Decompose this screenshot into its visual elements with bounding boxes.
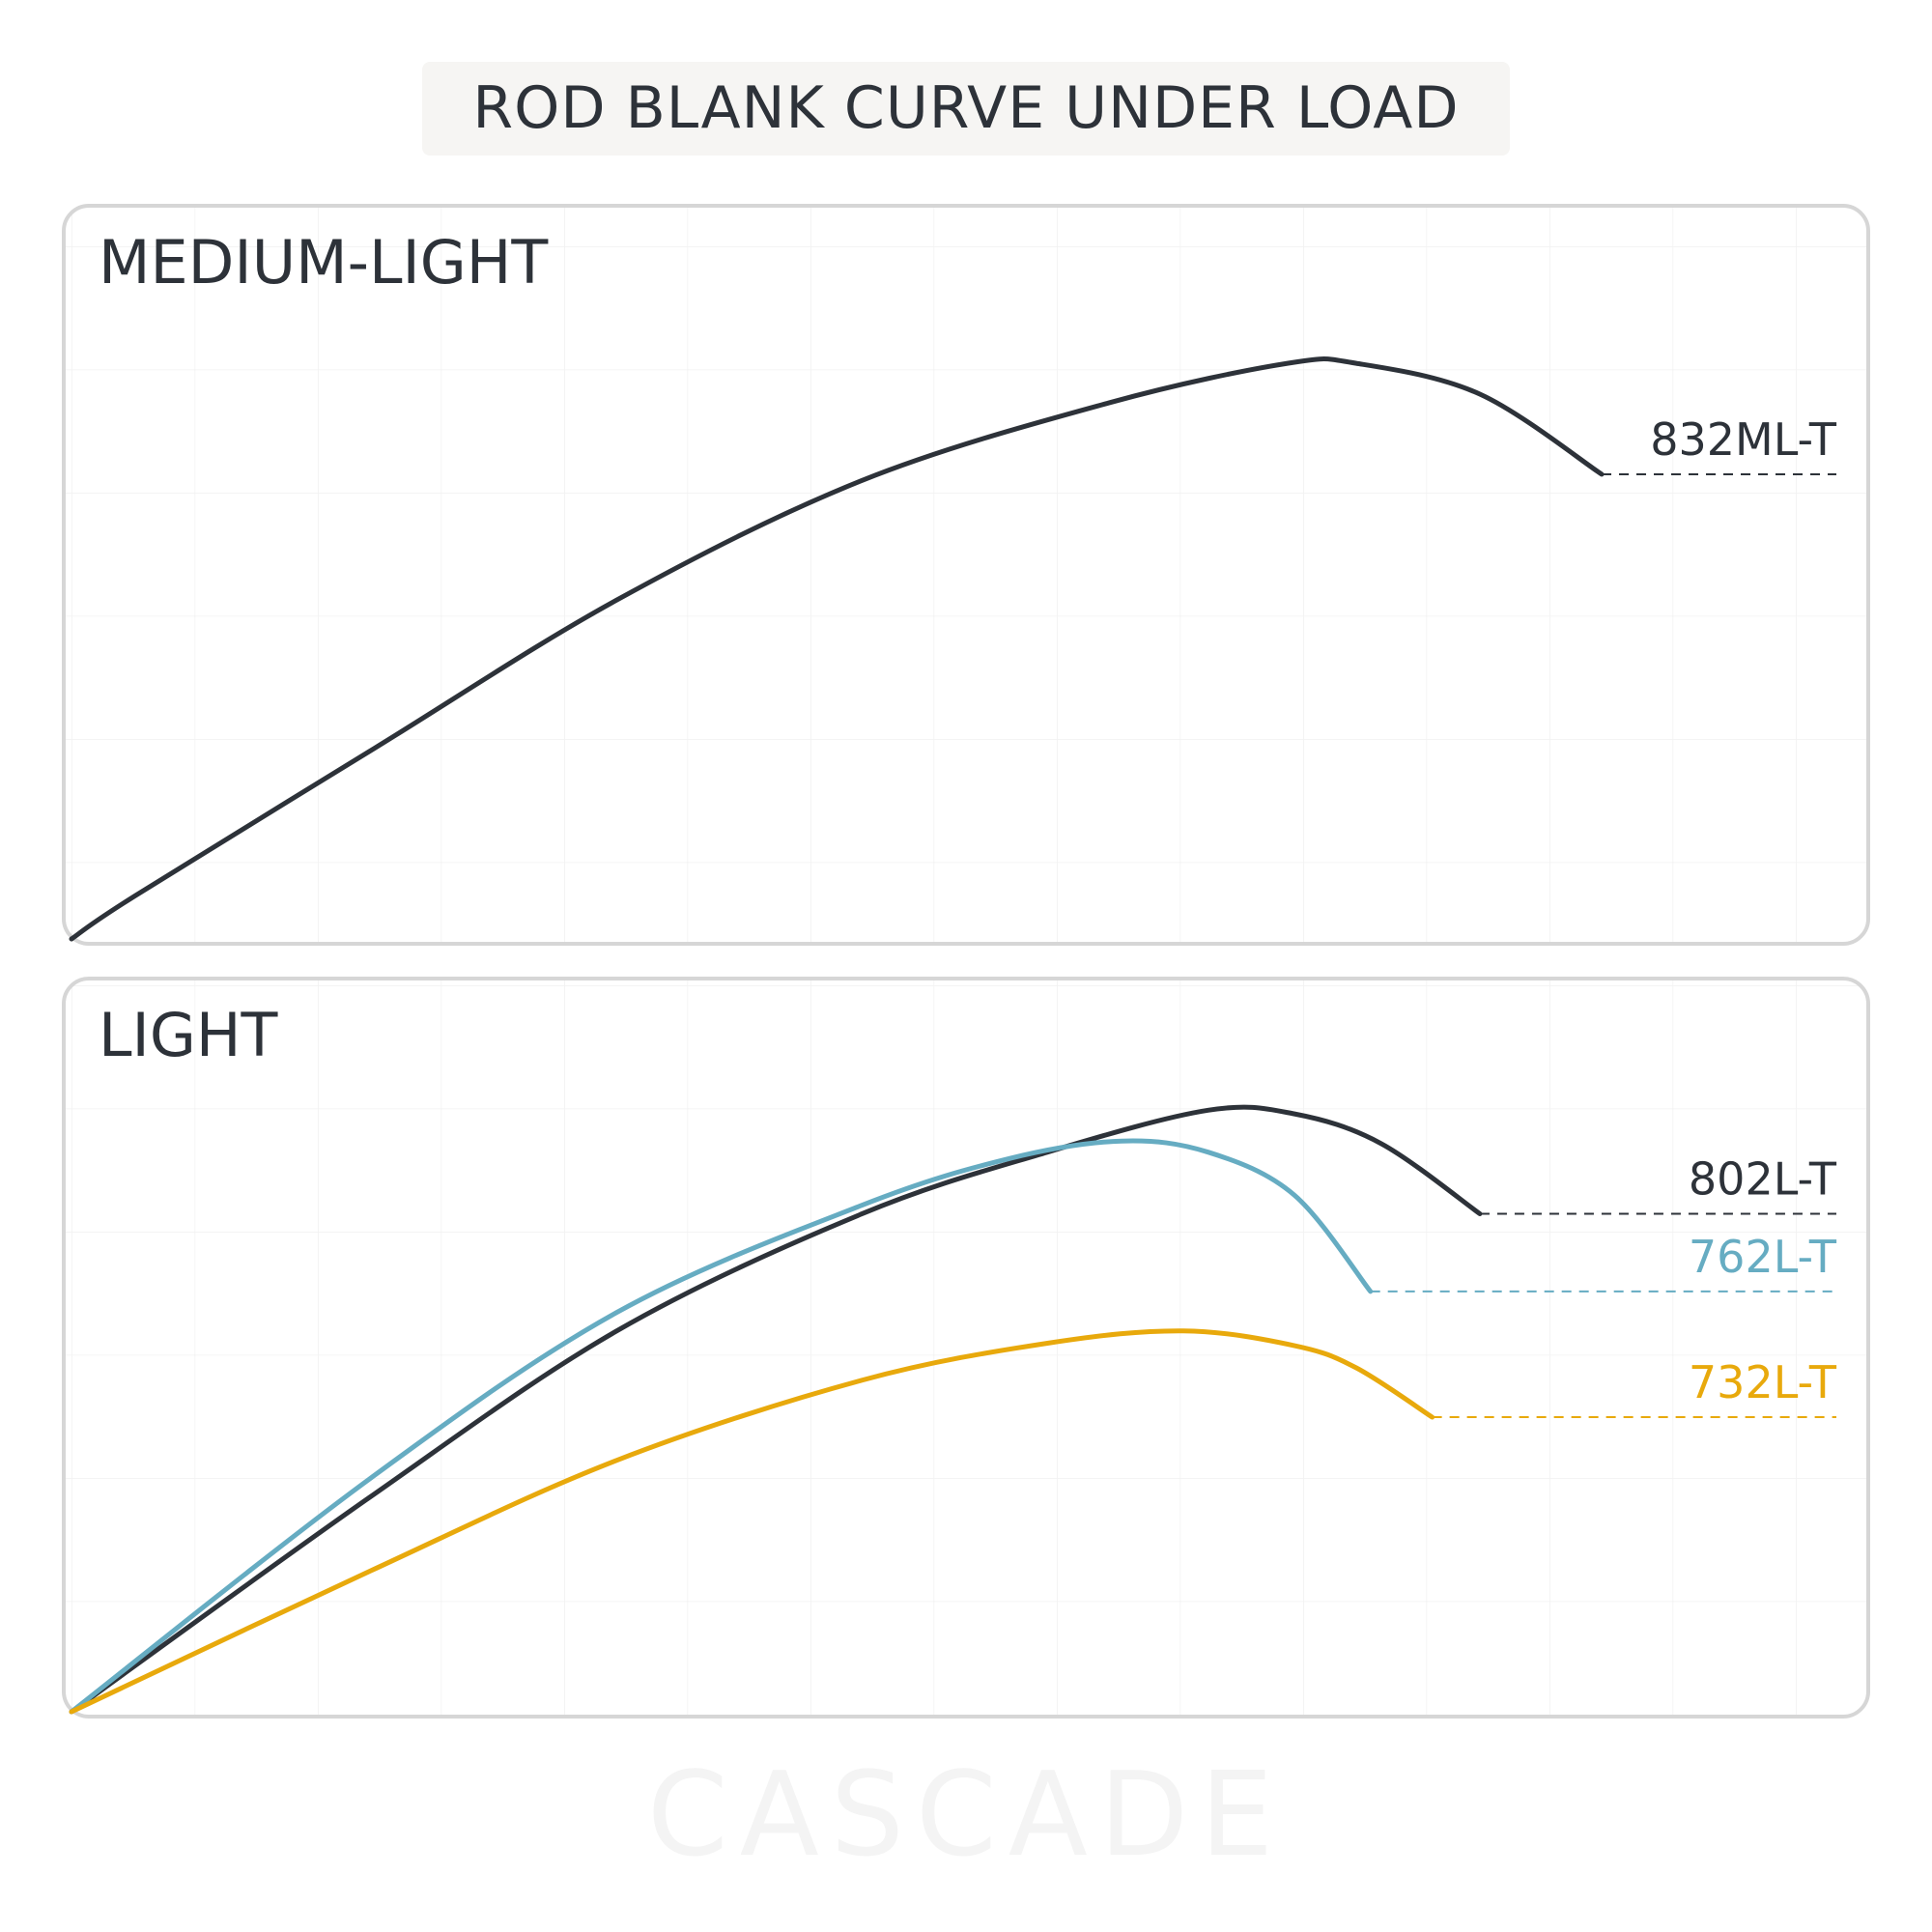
rod-curve — [69, 1328, 1435, 1715]
title-box — [422, 62, 1510, 156]
watermark: CASCADE — [647, 1748, 1285, 1883]
rod-curve — [69, 1104, 1483, 1715]
rod-curve — [69, 356, 1605, 942]
series-label: 732L-T — [1689, 1356, 1837, 1408]
panel-title: LIGHT — [99, 1000, 278, 1070]
page-title: ROD BLANK CURVE UNDER LOAD — [472, 74, 1459, 142]
series-label: 832ML-T — [1650, 413, 1837, 466]
series-label: 762L-T — [1689, 1231, 1837, 1283]
panel — [62, 977, 1870, 1719]
series-label: 802L-T — [1689, 1152, 1837, 1205]
panel — [62, 204, 1870, 946]
panel-title: MEDIUM-LIGHT — [99, 227, 549, 298]
rod-curve — [69, 1138, 1374, 1715]
